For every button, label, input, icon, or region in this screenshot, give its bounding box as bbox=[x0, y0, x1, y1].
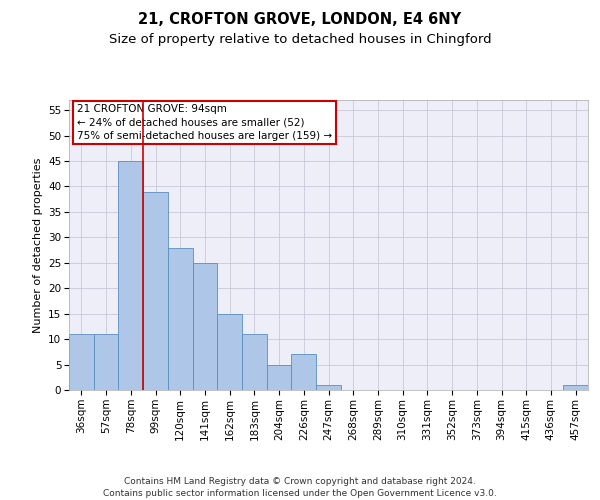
Text: 21 CROFTON GROVE: 94sqm
← 24% of detached houses are smaller (52)
75% of semi-de: 21 CROFTON GROVE: 94sqm ← 24% of detache… bbox=[77, 104, 332, 141]
Bar bbox=[563, 385, 588, 390]
Bar bbox=[118, 161, 143, 390]
Bar bbox=[94, 334, 118, 390]
Bar bbox=[292, 354, 316, 390]
Bar bbox=[267, 364, 292, 390]
Text: Contains public sector information licensed under the Open Government Licence v3: Contains public sector information licen… bbox=[103, 488, 497, 498]
Bar bbox=[143, 192, 168, 390]
Text: Size of property relative to detached houses in Chingford: Size of property relative to detached ho… bbox=[109, 32, 491, 46]
Y-axis label: Number of detached properties: Number of detached properties bbox=[32, 158, 43, 332]
Text: Contains HM Land Registry data © Crown copyright and database right 2024.: Contains HM Land Registry data © Crown c… bbox=[124, 477, 476, 486]
Bar bbox=[316, 385, 341, 390]
Text: 21, CROFTON GROVE, LONDON, E4 6NY: 21, CROFTON GROVE, LONDON, E4 6NY bbox=[139, 12, 461, 28]
Bar bbox=[168, 248, 193, 390]
Bar bbox=[242, 334, 267, 390]
Bar bbox=[217, 314, 242, 390]
Bar bbox=[193, 263, 217, 390]
Bar bbox=[69, 334, 94, 390]
